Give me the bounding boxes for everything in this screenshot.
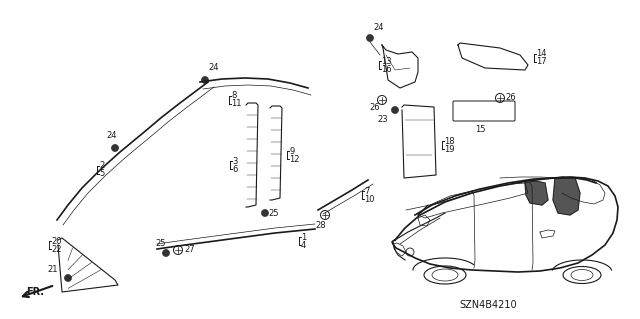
Text: 6: 6 bbox=[232, 165, 237, 174]
Text: 3: 3 bbox=[232, 157, 237, 166]
Text: 23: 23 bbox=[378, 115, 388, 124]
Text: 15: 15 bbox=[475, 125, 485, 135]
Circle shape bbox=[367, 34, 374, 41]
Text: 20: 20 bbox=[51, 236, 61, 246]
Circle shape bbox=[392, 107, 399, 114]
Text: 16: 16 bbox=[381, 64, 392, 73]
Polygon shape bbox=[525, 181, 548, 205]
Text: 24: 24 bbox=[107, 130, 117, 139]
Text: 27: 27 bbox=[184, 246, 195, 255]
Text: 14: 14 bbox=[536, 49, 547, 58]
Circle shape bbox=[111, 145, 118, 152]
Text: FR.: FR. bbox=[26, 287, 44, 297]
Text: 4: 4 bbox=[301, 241, 307, 249]
Text: 9: 9 bbox=[289, 146, 294, 155]
Text: 24: 24 bbox=[373, 24, 383, 33]
Text: 8: 8 bbox=[231, 92, 236, 100]
Text: 17: 17 bbox=[536, 57, 547, 66]
Text: 24: 24 bbox=[208, 63, 218, 72]
Polygon shape bbox=[553, 177, 580, 215]
Text: 5: 5 bbox=[99, 169, 104, 179]
Text: SZN4B4210: SZN4B4210 bbox=[459, 300, 517, 310]
Text: 28: 28 bbox=[315, 220, 326, 229]
Text: 12: 12 bbox=[289, 154, 300, 164]
Circle shape bbox=[65, 275, 72, 281]
Text: 19: 19 bbox=[444, 145, 454, 153]
Text: 26: 26 bbox=[370, 103, 380, 113]
Text: 25: 25 bbox=[268, 209, 278, 218]
Text: 26: 26 bbox=[505, 93, 516, 102]
Circle shape bbox=[163, 249, 170, 256]
Circle shape bbox=[202, 77, 209, 84]
Circle shape bbox=[262, 210, 269, 217]
Text: 1: 1 bbox=[301, 233, 307, 241]
Text: 11: 11 bbox=[231, 100, 241, 108]
Text: 21: 21 bbox=[47, 265, 58, 275]
Text: 7: 7 bbox=[364, 187, 369, 196]
Text: 22: 22 bbox=[51, 244, 61, 254]
Text: 10: 10 bbox=[364, 195, 374, 204]
Text: 25: 25 bbox=[155, 239, 166, 248]
Text: 2: 2 bbox=[99, 161, 104, 170]
Text: 13: 13 bbox=[381, 56, 392, 65]
Text: 18: 18 bbox=[444, 137, 454, 145]
